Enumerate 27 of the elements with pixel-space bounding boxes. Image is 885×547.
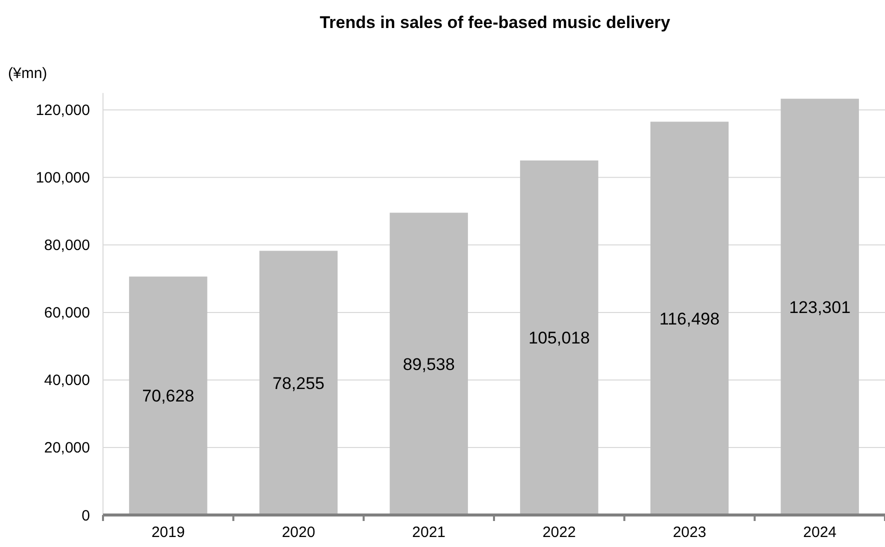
y-tick-label: 100,000 [36,170,90,187]
bar [390,212,468,515]
bar [259,250,338,515]
y-axis-title: (¥mn) [8,65,48,82]
x-tick-label: 2023 [672,524,706,541]
x-tick-label: 2020 [282,524,316,541]
y-tick-label: 60,000 [44,304,90,322]
data-label: 70,628 [142,386,194,406]
data-label: 105,018 [528,328,590,348]
y-tick-label: 80,000 [44,237,90,254]
data-label: 89,538 [402,354,455,374]
x-tick-label: 2021 [412,524,446,541]
bar [520,160,598,515]
y-tick-label: 120,000 [36,102,90,120]
y-tick-label: 40,000 [44,372,90,390]
x-tick-label: 2019 [151,524,185,541]
x-tick-label: 2024 [803,524,837,541]
x-tick-label: 2022 [542,524,576,541]
data-label: 123,301 [789,298,851,317]
bar [129,276,208,515]
chart-title: Trends in sales of fee-based music delivery [320,13,671,32]
data-label: 78,255 [272,374,324,393]
bar [780,98,859,515]
bar [650,122,729,515]
y-tick-label: 0 [82,507,90,524]
data-label: 116,498 [659,309,720,328]
y-tick-label: 20,000 [44,440,90,457]
